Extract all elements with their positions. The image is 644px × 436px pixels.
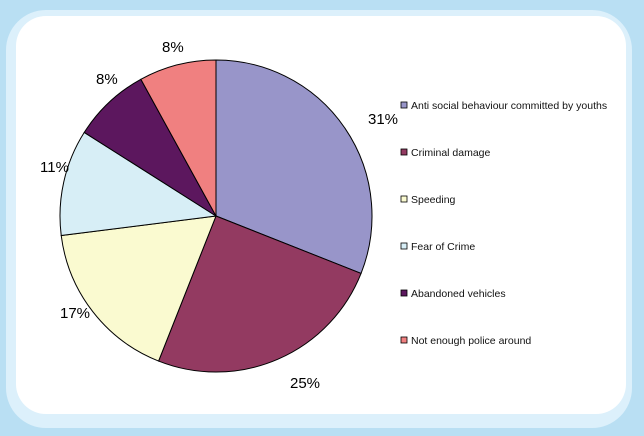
legend-swatch: [400, 101, 408, 109]
legend-swatch: [400, 242, 408, 250]
pie-slice-4: [59, 131, 218, 237]
pie-slice-1: [215, 59, 373, 275]
slice-percentage-label: 8%: [162, 39, 184, 56]
slice-percentage-label: 8%: [96, 71, 118, 88]
legend-label: Abandoned vehicles: [411, 288, 506, 300]
chart-legend: Anti social behaviour committed by youth…: [400, 100, 607, 347]
pie-slice-6: [140, 59, 217, 217]
pie-slice-3: [60, 215, 217, 362]
legend-swatch: [400, 195, 408, 203]
slice-percentage-label: 11%: [40, 159, 69, 176]
legend-swatch: [400, 336, 408, 344]
legend-swatch: [400, 148, 408, 156]
slice-percentage-label: 17%: [60, 305, 90, 322]
legend-label: Not enough police around: [411, 335, 531, 347]
slice-percentage-label: 25%: [290, 375, 320, 392]
legend-label: Fear of Crime: [411, 241, 475, 253]
legend-label: Criminal damage: [411, 147, 491, 159]
legend-label: Anti social behaviour committed by youth…: [411, 100, 607, 112]
pie-slices: [59, 59, 373, 373]
slice-percentage-label: 31%: [368, 111, 398, 128]
legend-label: Speeding: [411, 194, 456, 206]
legend-swatch: [400, 289, 408, 297]
percentage-labels: 31% 25% 17% 11% 8% 8%: [40, 39, 398, 392]
pie-slice-2: [157, 215, 362, 373]
